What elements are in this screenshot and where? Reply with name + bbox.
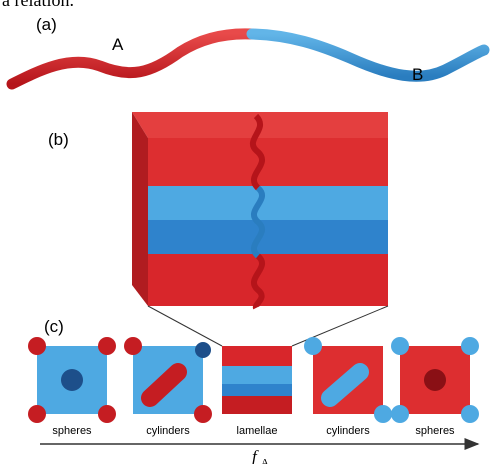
- block-label: B: [412, 65, 423, 84]
- panel-label: (c): [44, 317, 64, 336]
- phase-label: cylinders: [326, 425, 370, 437]
- cube-side: [132, 112, 148, 306]
- axis-subscript: A: [261, 457, 269, 464]
- red-layer: [148, 138, 388, 186]
- phase-label: spheres: [415, 425, 455, 437]
- blue-layer: [148, 220, 388, 254]
- header-fragment: a relation.: [2, 0, 74, 10]
- phase-cube: [124, 337, 212, 423]
- blue-layer: [148, 186, 388, 220]
- block-a-chain: [12, 34, 252, 84]
- figure: a relation. (a) A B (b) (c): [0, 0, 491, 464]
- phase-cube: [391, 337, 479, 423]
- red-layer: [148, 254, 388, 306]
- phase-cube: [28, 337, 116, 423]
- phase-label: cylinders: [146, 425, 190, 437]
- page: {"header_fragment": "a relation.", "pane…: [0, 0, 491, 464]
- phase-cube: [304, 337, 392, 423]
- zoom-line: [148, 306, 222, 346]
- phase-label: spheres: [52, 425, 92, 437]
- phase-label: lamellae: [237, 425, 278, 437]
- block-label: A: [112, 35, 124, 54]
- axis-symbol: f: [252, 447, 259, 464]
- panel-label: (b): [48, 130, 69, 149]
- phase-cube: [222, 346, 292, 414]
- panel-label: (a): [36, 15, 57, 34]
- block-b-chain: [252, 34, 484, 76]
